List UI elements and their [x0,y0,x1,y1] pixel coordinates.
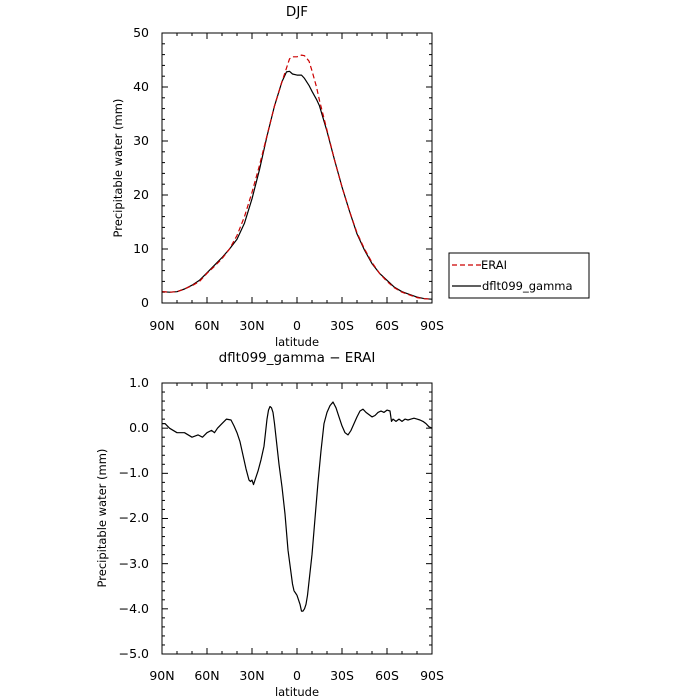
chart-precipitable-water: DJF 90N 60N 30N 0 30S 60S 90S 0 10 20 30… [111,4,444,349]
chart-2-ytick-m2: −2.0 [119,510,149,525]
chart-2-series [162,401,433,612]
chart-1-series [161,54,433,300]
chart-2-y-tick-labels: 1.0 0.0 −1.0 −2.0 −3.0 −4.0 −5.0 [119,375,149,661]
chart-2-xtick-0: 0 [293,668,301,683]
legend-model-label: dflt099_gamma [482,279,573,293]
chart-1-ytick-40: 40 [133,79,149,94]
series-line-erai [161,54,433,300]
chart-1-ytick-20: 20 [133,187,149,202]
chart-2-xtick-90s: 90S [420,668,444,683]
chart-1-y-tick-labels: 0 10 20 30 40 50 [133,25,149,310]
chart-2-xtick-90n: 90N [149,668,174,683]
chart-1-title: DJF [286,4,308,20]
chart-2-xtick-60s: 60S [375,668,399,683]
chart-1-xtick-30n: 30N [239,318,264,333]
chart-1-x-tick-labels: 90N 60N 30N 0 30S 60S 90S [149,318,444,333]
chart-2-y-axis-label: Precipitable water (mm) [95,449,109,588]
chart-2-xtick-30s: 30S [330,668,354,683]
chart-1-xtick-30s: 30S [330,318,354,333]
chart-1-xtick-60n: 60N [194,318,219,333]
chart-1-frame [161,32,433,304]
chart-1-ytick-50: 50 [133,25,149,40]
chart-1-xtick-60s: 60S [375,318,399,333]
chart-2-ytick-m1: −1.0 [119,465,149,480]
chart-1-ytick-0: 0 [141,295,149,310]
chart-1-xtick-90s: 90S [420,318,444,333]
chart-2-frame [161,382,433,655]
chart-2-xtick-30n: 30N [239,668,264,683]
chart-2-x-axis-label: latitude [275,685,319,699]
chart-1-y-axis-label: Precipitable water (mm) [111,99,125,238]
chart-2-x-tick-labels: 90N 60N 30N 0 30S 60S 90S [149,668,444,683]
legend-erai-label: ERAI [481,258,507,272]
chart-2-ytick-m5: −5.0 [119,646,149,661]
legend: ERAI dflt099_gamma [448,252,590,299]
series-line-model [162,401,433,612]
chart-2-xtick-60n: 60N [194,668,219,683]
chart-2-ytick-m3: −3.0 [119,556,149,571]
chart-1-x-axis-label: latitude [275,335,319,349]
chart-2-ytick-m4: −4.0 [119,601,149,616]
chart-2-title: dflt099_gamma − ERAI [219,350,376,366]
chart-1-xtick-0: 0 [293,318,301,333]
legend-box [448,252,590,299]
series-line-model [161,70,433,300]
chart-1-ticks [161,32,433,304]
chart-2-ytick-0: 0.0 [129,420,149,435]
chart-difference: dflt099_gamma − ERAI 90N 60N 30N 0 30S 6… [95,350,444,699]
chart-2-ytick-1: 1.0 [129,375,149,390]
chart-1-xtick-90n: 90N [149,318,174,333]
chart-2-ticks [161,382,433,655]
chart-1-ytick-30: 30 [133,133,149,148]
chart-1-ytick-10: 10 [133,241,149,256]
